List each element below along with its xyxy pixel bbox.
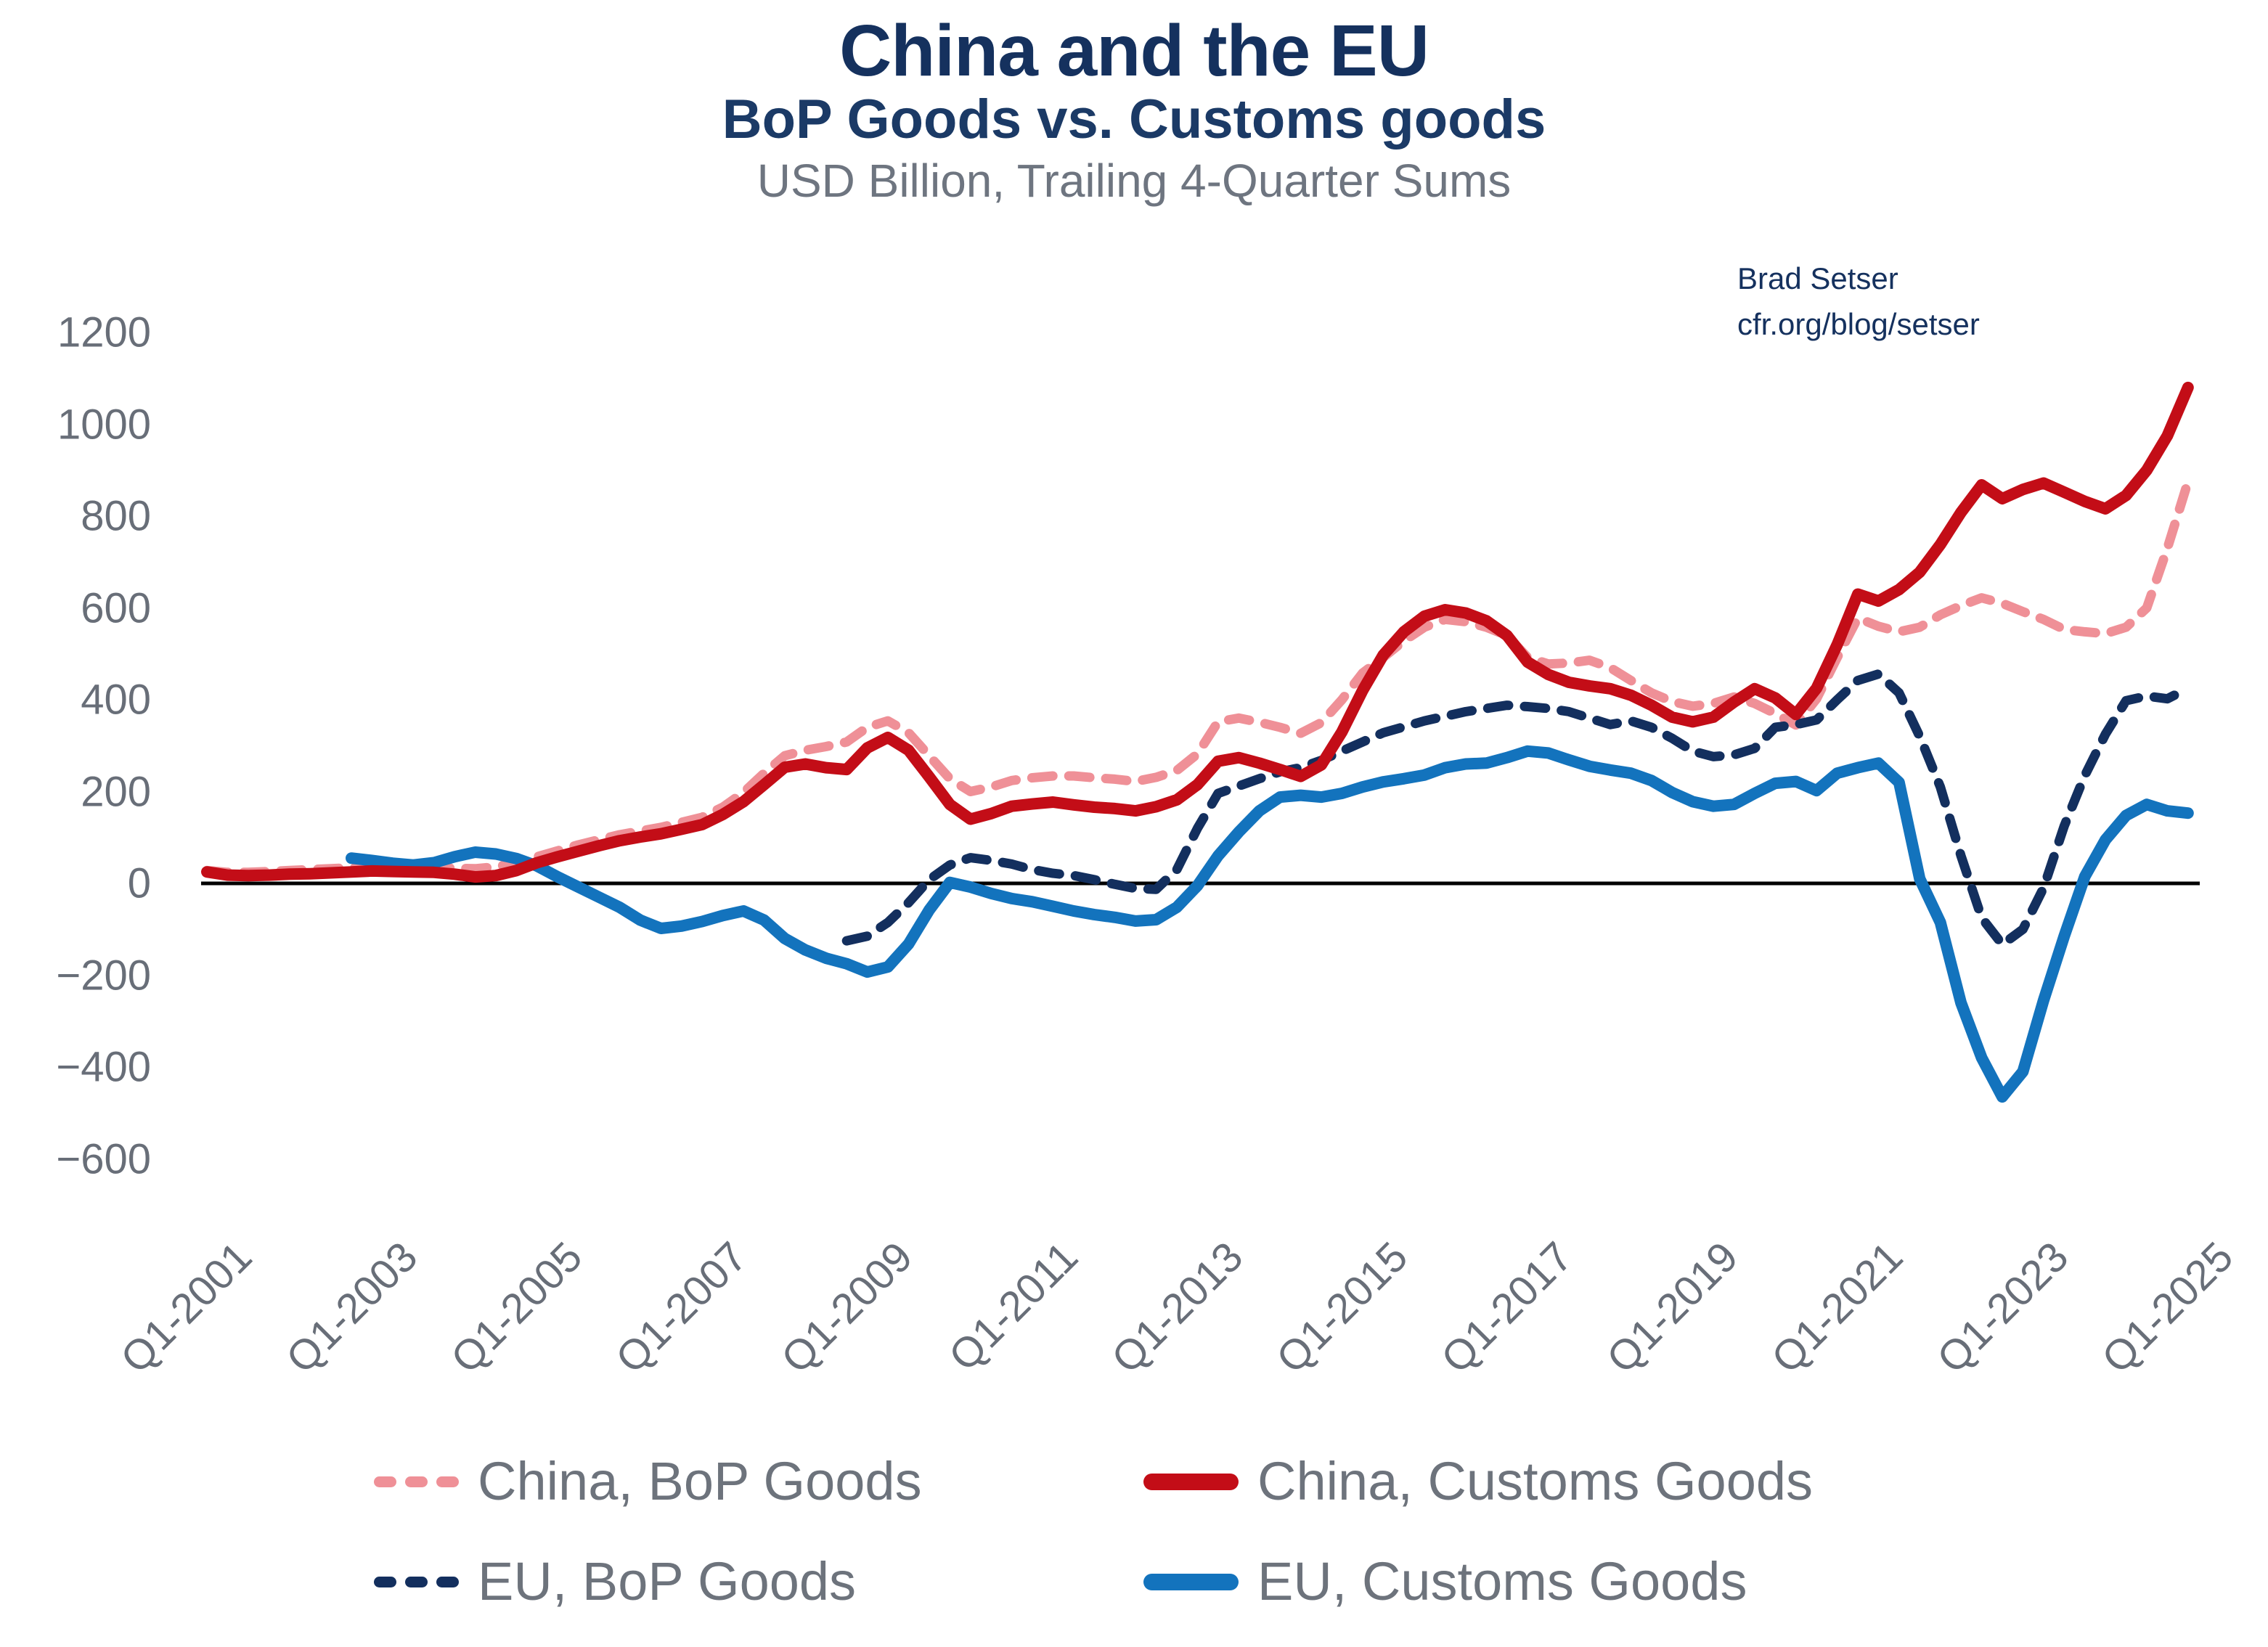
legend-item-china-customs: China, Customs Goods (1143, 1450, 1813, 1513)
y-tick-label: −600 (56, 1135, 151, 1182)
series-line-eu-customs-goods (346, 745, 2194, 1103)
units-label: USD Billion, Trailing 4-Quarter Sums (756, 155, 1512, 208)
legend-dash-segment (405, 1576, 428, 1587)
china-bop-dashed-swatch-icon (374, 1476, 459, 1487)
series-line-china-customs-goods (201, 381, 2194, 883)
y-tick-label: 400 (81, 676, 151, 724)
legend-dash-segment (374, 1576, 396, 1587)
y-tick-label: 600 (81, 584, 151, 632)
china-customs-solid-swatch-icon (1143, 1473, 1239, 1490)
legend-item-china-bop: China, BoP Goods (374, 1450, 922, 1513)
y-tick-label: 0 (127, 859, 151, 907)
legend-solid-segment (1143, 1473, 1239, 1490)
attribution-author: Brad Setser (1737, 261, 1898, 295)
legend-solid-segment (1143, 1573, 1239, 1590)
attribution: Brad Setser cfr.org/blog/setser (1737, 256, 1980, 347)
legend-dash-segment (374, 1476, 396, 1487)
legend-label: EU, BoP Goods (478, 1551, 857, 1611)
y-tick-label: 800 (81, 492, 151, 540)
series-line-eu-bop-goods (841, 669, 2193, 949)
y-tick-label: −200 (56, 952, 151, 999)
y-tick-label: 200 (81, 768, 151, 815)
series-line-china-bop-goods (202, 477, 2193, 878)
legend-dash-segment (436, 1476, 459, 1487)
y-tick-label: 1000 (57, 401, 151, 448)
legend-dash-segment (436, 1576, 459, 1587)
chart-header: China and the EU BoP Goods vs. Customs g… (0, 13, 2268, 208)
eu-customs-solid-swatch-icon (1143, 1573, 1239, 1590)
page-title: China and the EU (839, 10, 1429, 91)
attribution-url: cfr.org/blog/setser (1737, 307, 1980, 341)
legend-label: EU, Customs Goods (1257, 1551, 1747, 1611)
y-tick-label: −400 (56, 1043, 151, 1091)
page-subtitle: BoP Goods vs. Customs goods (722, 89, 1546, 150)
legend-item-eu-customs: EU, Customs Goods (1143, 1550, 1747, 1613)
legend-item-eu-bop: EU, BoP Goods (374, 1550, 856, 1613)
legend-label: China, BoP Goods (478, 1451, 922, 1511)
y-tick-label: 1200 (57, 308, 151, 356)
eu-bop-dashed-swatch-icon (374, 1576, 459, 1587)
legend-label: China, Customs Goods (1257, 1451, 1814, 1511)
legend-dash-segment (405, 1476, 428, 1487)
